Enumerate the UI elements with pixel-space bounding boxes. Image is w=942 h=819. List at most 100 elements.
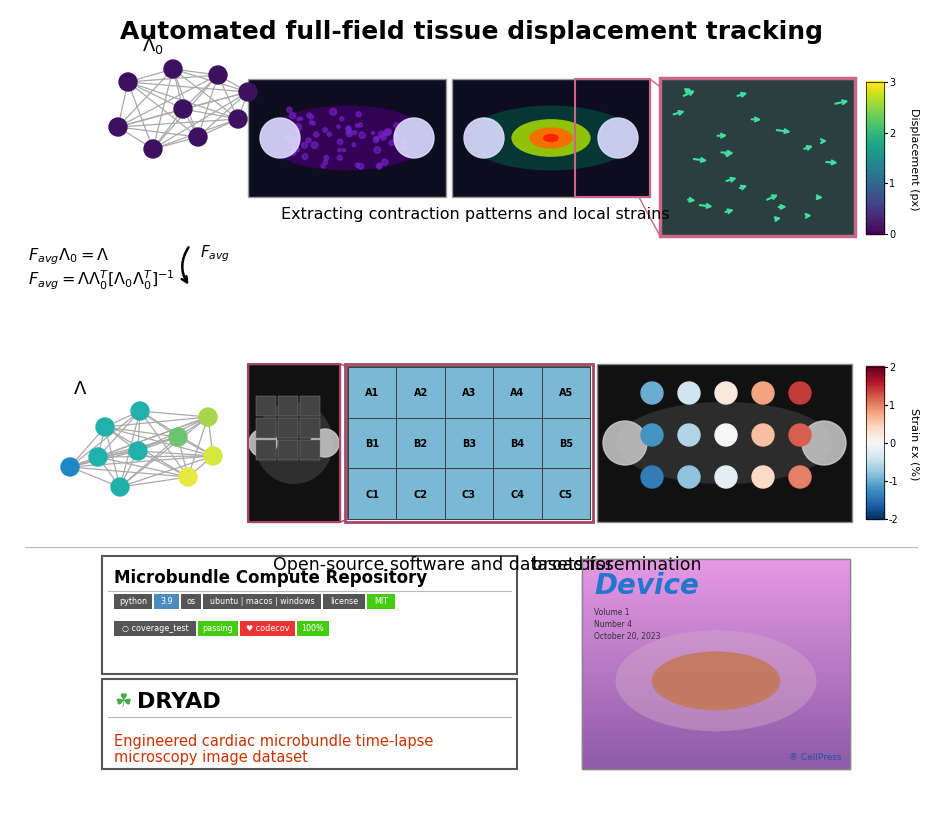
Bar <box>866 420 884 423</box>
Bar <box>866 90 884 93</box>
Bar <box>114 622 196 636</box>
Bar <box>582 622 850 626</box>
Text: 100%: 100% <box>301 624 324 633</box>
Bar <box>866 138 884 141</box>
Bar <box>866 128 884 131</box>
Bar <box>300 441 320 460</box>
Bar <box>866 402 884 405</box>
Text: 2: 2 <box>889 363 895 373</box>
Bar <box>367 595 395 609</box>
Circle shape <box>395 133 400 138</box>
Bar <box>582 654 850 657</box>
Bar <box>582 643 850 647</box>
Bar <box>582 566 850 570</box>
Circle shape <box>109 119 127 137</box>
Bar <box>542 419 590 468</box>
Text: Device: Device <box>594 572 699 600</box>
Circle shape <box>129 442 147 460</box>
Circle shape <box>327 133 332 138</box>
Bar <box>582 594 850 598</box>
Circle shape <box>380 134 386 141</box>
Text: python: python <box>119 597 147 606</box>
Circle shape <box>290 113 296 120</box>
Circle shape <box>249 429 277 458</box>
Bar <box>582 608 850 612</box>
Circle shape <box>789 424 811 446</box>
Bar <box>866 382 884 385</box>
Bar <box>866 488 884 491</box>
Circle shape <box>678 382 700 405</box>
Circle shape <box>286 108 292 113</box>
Circle shape <box>802 422 846 465</box>
Bar <box>866 458 884 461</box>
Bar <box>575 80 650 197</box>
Bar <box>348 419 397 468</box>
Circle shape <box>340 118 344 121</box>
Bar <box>445 368 494 419</box>
Text: B2: B2 <box>414 438 428 449</box>
Bar <box>582 559 850 769</box>
Bar <box>866 387 884 391</box>
Bar <box>397 419 445 468</box>
Text: Open-source software and datasets for: Open-source software and datasets for <box>273 555 619 573</box>
Circle shape <box>301 143 307 149</box>
Bar <box>866 206 884 210</box>
Bar <box>866 466 884 468</box>
Bar <box>582 604 850 609</box>
Circle shape <box>401 140 406 144</box>
Bar <box>866 483 884 486</box>
Bar <box>866 494 884 496</box>
Bar <box>866 397 884 400</box>
Bar <box>582 758 850 762</box>
Bar <box>866 191 884 194</box>
Bar <box>582 677 850 681</box>
Bar <box>866 435 884 438</box>
Bar <box>248 364 340 523</box>
Bar <box>866 443 884 446</box>
Bar <box>582 577 850 581</box>
Circle shape <box>715 424 737 446</box>
Bar <box>866 199 884 201</box>
Circle shape <box>204 447 222 465</box>
Bar <box>866 413 884 415</box>
Circle shape <box>384 130 390 136</box>
Circle shape <box>678 424 700 446</box>
Bar <box>866 143 884 146</box>
Bar <box>866 141 884 143</box>
Bar <box>582 586 850 590</box>
Circle shape <box>337 140 343 146</box>
Bar <box>582 660 850 664</box>
Bar <box>397 368 445 419</box>
Bar <box>582 730 850 734</box>
Bar <box>866 85 884 88</box>
Text: 3: 3 <box>889 78 895 88</box>
Circle shape <box>284 135 291 141</box>
Circle shape <box>715 467 737 488</box>
Bar <box>494 419 542 468</box>
Circle shape <box>323 129 327 133</box>
Ellipse shape <box>512 120 591 158</box>
Text: Engineered cardiac microbundle time-lapse: Engineered cardiac microbundle time-laps… <box>114 734 433 749</box>
Bar <box>582 671 850 675</box>
Bar <box>582 632 850 636</box>
Bar <box>582 695 850 699</box>
Circle shape <box>355 124 359 129</box>
Bar <box>866 368 884 519</box>
Bar <box>866 151 884 154</box>
Ellipse shape <box>263 106 431 171</box>
Bar <box>102 679 517 769</box>
Circle shape <box>358 124 363 128</box>
Text: license: license <box>330 597 358 606</box>
Bar <box>866 367 884 370</box>
Bar <box>582 754 850 758</box>
Text: Volume 1
Number 4
October 20, 2023: Volume 1 Number 4 October 20, 2023 <box>594 607 660 640</box>
Text: C4: C4 <box>511 489 525 499</box>
Bar <box>297 622 329 636</box>
Bar <box>866 133 884 136</box>
Circle shape <box>164 61 182 79</box>
Circle shape <box>401 146 406 151</box>
Circle shape <box>379 132 385 138</box>
Bar <box>866 504 884 507</box>
Bar <box>582 688 850 692</box>
Bar <box>582 615 850 618</box>
